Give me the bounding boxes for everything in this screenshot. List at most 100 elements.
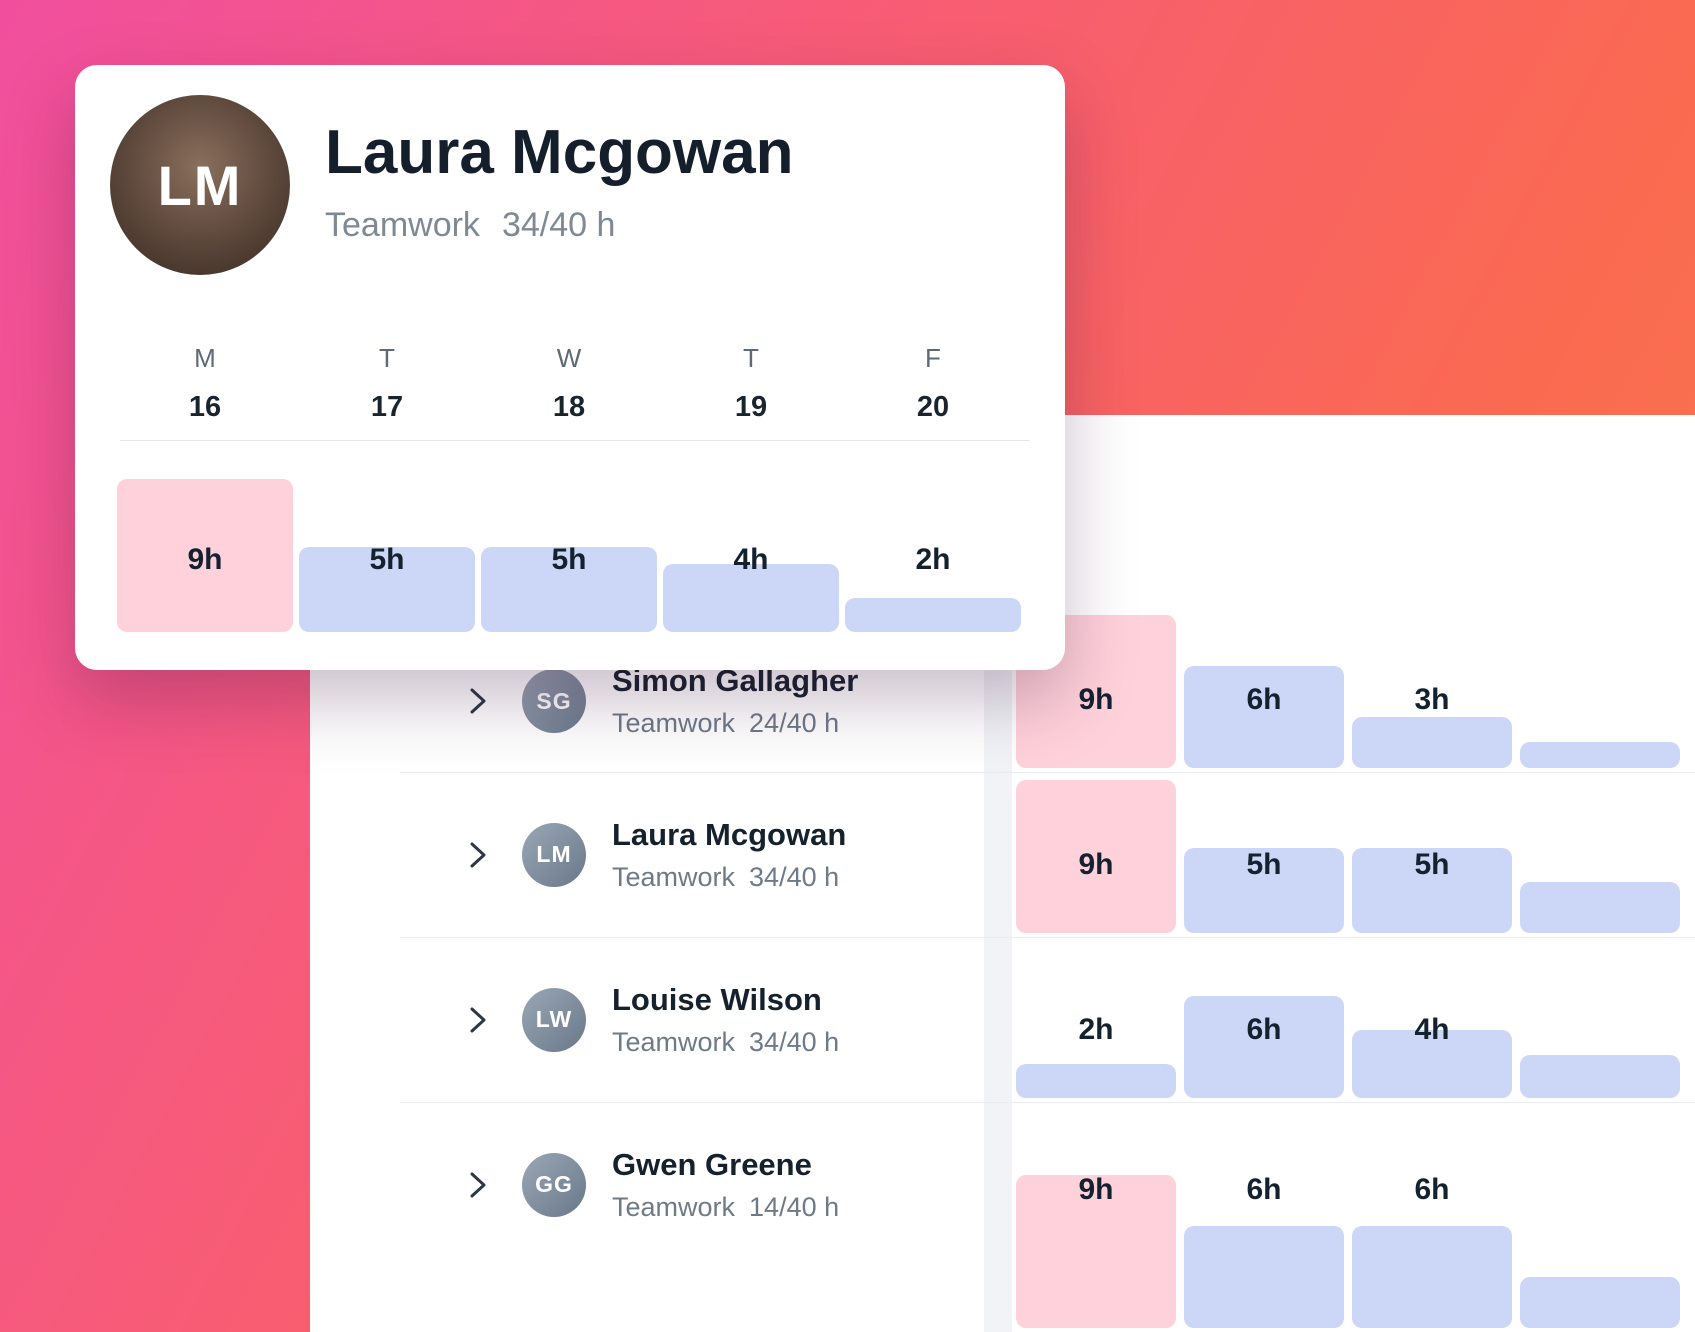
weekday-letter: M — [194, 343, 216, 373]
daily-hours-bars: 9h 5h 5h 4h 2h — [117, 432, 1021, 632]
day-hours-cell[interactable]: 9h — [1016, 772, 1176, 937]
weekday-date: 17 — [370, 391, 404, 423]
hours-bar[interactable] — [1520, 1277, 1680, 1328]
hours-label: 5h — [1414, 848, 1450, 881]
hours-label: 6h — [1246, 683, 1282, 716]
person-name: Louise Wilson — [612, 981, 822, 1017]
day-hours-cell[interactable]: 4h — [1352, 937, 1512, 1102]
person-name: Gwen Greene — [612, 1146, 812, 1182]
hours-label: 9h — [1078, 683, 1114, 716]
employee-subtitle: Teamwork 34/40 h — [325, 206, 794, 245]
hours-label: 6h — [1246, 1173, 1282, 1206]
hours-bar[interactable] — [1352, 848, 1512, 933]
person-subtitle: Teamwork 34/40 h — [612, 862, 846, 893]
person-subtitle: Teamwork 24/40 h — [612, 708, 858, 739]
row-divider — [400, 772, 1695, 773]
person-info: Laura Mcgowan Teamwork 34/40 h — [612, 817, 846, 893]
day-hours-cell[interactable]: 9h — [117, 432, 293, 632]
schedule-row[interactable]: LM Laura Mcgowan Teamwork 34/40 h 9h 5h 5h — [310, 772, 1695, 937]
day-hours-cell[interactable]: 5h — [1352, 772, 1512, 937]
employee-name: Laura Mcgowan — [325, 118, 794, 187]
day-hours-cell[interactable]: 5h — [481, 432, 657, 632]
weekday-date: 16 — [188, 391, 222, 423]
overtime-hours-bar[interactable] — [1016, 1175, 1176, 1328]
weekday-letter: W — [556, 343, 582, 373]
weekday-column: T 17 — [299, 343, 475, 424]
schedule-row[interactable]: SG Simon Gallagher Teamwork 24/40 h 9h 6h… — [310, 615, 1695, 772]
hours-bar[interactable] — [1184, 996, 1344, 1098]
weekday-letter: T — [743, 343, 759, 373]
day-hours-cell[interactable]: 2h — [1016, 937, 1176, 1102]
hours-bar[interactable] — [1520, 742, 1680, 768]
day-hours-cell[interactable]: 5h — [299, 432, 475, 632]
person-info: Louise Wilson Teamwork 34/40 h — [612, 982, 839, 1058]
row-divider — [400, 1102, 1695, 1103]
hours-bar[interactable] — [1016, 1064, 1176, 1098]
team-label: Teamwork — [612, 708, 736, 738]
hours-label: 5h — [1246, 848, 1282, 881]
hours-bar[interactable] — [663, 564, 839, 632]
hours-bar[interactable] — [481, 547, 657, 632]
overtime-hours-bar[interactable] — [117, 479, 293, 632]
day-hours-cell[interactable] — [1520, 1102, 1680, 1332]
avatar: GG — [522, 1152, 586, 1217]
overtime-hours-bar[interactable] — [1016, 780, 1176, 933]
hours-summary: 14/40 h — [749, 1191, 840, 1222]
day-hours-cell[interactable]: 6h — [1184, 1102, 1344, 1332]
expand-chevron-icon[interactable] — [460, 841, 496, 869]
person-name: Laura Mcgowan — [612, 816, 847, 852]
expand-chevron-icon[interactable] — [460, 687, 496, 715]
schedule-row[interactable]: GG Gwen Greene Teamwork 14/40 h 9h 6h 6h — [310, 1102, 1695, 1332]
team-label: Teamwork — [612, 1026, 736, 1057]
daily-hours-bars: 9h 5h 5h — [1016, 772, 1680, 937]
day-hours-cell[interactable]: 9h — [1016, 615, 1176, 772]
day-hours-cell[interactable]: 6h — [1184, 937, 1344, 1102]
weekday-date: 18 — [552, 391, 586, 423]
weekday-column: F 20 — [845, 343, 1021, 424]
person-cell: GG Gwen Greene Teamwork 14/40 h — [460, 1102, 839, 1267]
hours-bar[interactable] — [1352, 1226, 1512, 1328]
hours-summary: 24/40 h — [749, 708, 840, 738]
expand-chevron-icon[interactable] — [460, 1171, 496, 1199]
daily-hours-bars: 2h 6h 4h — [1016, 937, 1680, 1102]
daily-hours-bars: 9h 6h 6h — [1016, 1102, 1680, 1332]
hours-bar[interactable] — [1352, 717, 1512, 768]
hours-bar[interactable] — [1352, 1030, 1512, 1098]
grid-column-band — [984, 630, 1012, 1332]
hours-label: 4h — [1414, 1013, 1450, 1046]
hours-label: 3h — [1414, 683, 1450, 716]
day-hours-cell[interactable]: 5h — [1184, 772, 1344, 937]
hours-bar[interactable] — [1520, 1055, 1680, 1098]
employee-card: LM Laura Mcgowan Teamwork 34/40 h M 16 T… — [75, 65, 1065, 670]
weekday-column: T 19 — [663, 343, 839, 424]
person-info: Gwen Greene Teamwork 14/40 h — [612, 1147, 839, 1223]
expand-chevron-icon[interactable] — [460, 1006, 496, 1034]
hours-bar[interactable] — [1184, 666, 1344, 768]
schedule-row[interactable]: LW Louise Wilson Teamwork 34/40 h 2h 6h 4h — [310, 937, 1695, 1102]
daily-hours-bars: 9h 6h 3h — [1016, 615, 1680, 772]
hours-bar[interactable] — [1520, 882, 1680, 933]
day-hours-cell[interactable]: 9h — [1016, 1102, 1176, 1332]
day-hours-cell[interactable]: 6h — [1184, 630, 1344, 772]
day-hours-cell[interactable] — [1520, 937, 1680, 1102]
hours-bar[interactable] — [845, 598, 1021, 632]
day-hours-cell[interactable]: 3h — [1352, 630, 1512, 772]
day-hours-cell[interactable]: 2h — [845, 432, 1021, 632]
person-cell: LM Laura Mcgowan Teamwork 34/40 h — [460, 772, 846, 937]
hours-summary: 34/40 h — [749, 1026, 840, 1057]
hours-bar[interactable] — [1184, 1226, 1344, 1328]
day-hours-cell[interactable] — [1520, 772, 1680, 937]
day-hours-cell[interactable]: 6h — [1352, 1102, 1512, 1332]
day-hours-cell[interactable]: 4h — [663, 432, 839, 632]
day-hours-cell[interactable] — [1520, 630, 1680, 772]
weekday-letter: F — [925, 343, 941, 373]
employee-avatar: LM — [110, 95, 290, 275]
card-header: Laura Mcgowan Teamwork 34/40 h — [325, 117, 794, 245]
hours-label: 5h — [551, 543, 587, 576]
avatar: LW — [522, 987, 586, 1052]
hours-bar[interactable] — [299, 547, 475, 632]
card-divider — [120, 440, 1030, 441]
avatar: SG — [522, 669, 586, 733]
hours-bar[interactable] — [1184, 848, 1344, 933]
hours-summary: 34/40 h — [501, 206, 616, 244]
